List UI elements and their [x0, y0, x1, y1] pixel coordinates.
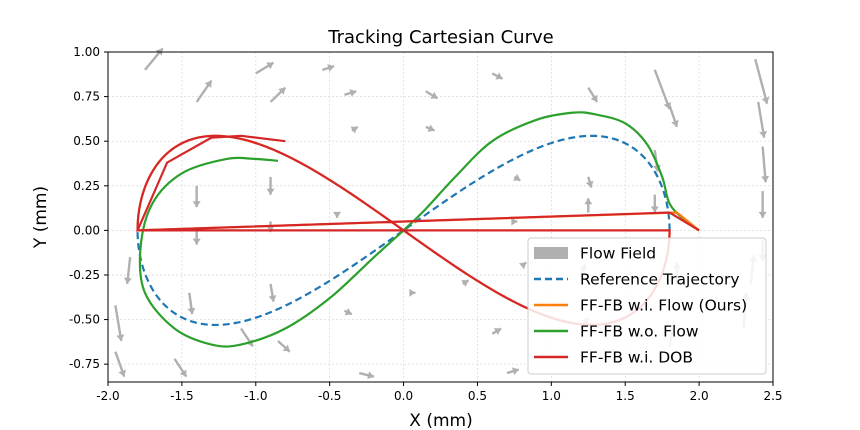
flow-arrow [268, 283, 277, 302]
flow-arrow [192, 230, 201, 245]
y-axis-label: Y (mm) [31, 186, 51, 249]
flow-arrow [761, 146, 770, 183]
x-tick-label: -0.5 [318, 389, 341, 403]
chart-title: Tracking Cartesian Curve [327, 27, 553, 48]
flow-arrow [114, 305, 125, 342]
flow-arrow [425, 124, 436, 132]
flow-arrow [511, 217, 518, 226]
flow-arrow [491, 327, 502, 336]
flow-arrow [425, 90, 439, 100]
x-tick-label: -2.0 [96, 389, 119, 403]
flow-arrow [321, 64, 335, 72]
legend-box [527, 237, 767, 375]
flow-arrow [650, 194, 659, 213]
legend-item: Flow Field [534, 245, 656, 263]
flow-arrow [255, 61, 275, 75]
flow-arrow [192, 185, 201, 208]
y-tick-label: 0.00 [73, 223, 100, 237]
flow-arrow [123, 257, 132, 285]
flow-arrow [585, 176, 594, 188]
x-tick-label: -1.5 [170, 389, 193, 403]
flow-arrow [491, 72, 504, 80]
legend-label: FF-FB w.i. DOB [580, 349, 693, 367]
x-tick-label: 1.5 [616, 389, 635, 403]
legend-label: Flow Field [580, 245, 656, 263]
legend-item: FF-FB w.i. Flow (Ours) [534, 297, 747, 315]
flow-arrow [506, 367, 520, 376]
legend-swatch [534, 247, 568, 259]
y-tick-label: 1.00 [73, 45, 100, 59]
legend-item: FF-FB w.i. DOB [534, 349, 693, 367]
legend-label: FF-FB w.i. Flow (Ours) [580, 297, 747, 315]
y-tick-label: 0.50 [73, 134, 100, 148]
flow-arrow [587, 87, 599, 103]
ff-fb-wo-flow-line [138, 111, 700, 348]
y-tick-label: 0.75 [73, 90, 100, 104]
legend-item: Reference Trajectory [534, 271, 740, 289]
flow-arrow [519, 261, 527, 270]
x-tick-label: -1.0 [244, 389, 267, 403]
reference-trajectory-line [136, 134, 671, 327]
x-axis-label: X (mm) [409, 411, 472, 430]
flow-arrow [266, 176, 275, 195]
y-tick-label: -0.25 [69, 268, 100, 282]
flow-arrow [409, 288, 416, 297]
flow-arrow [358, 371, 375, 380]
x-tick-label: 0.0 [394, 389, 413, 403]
flow-arrow [350, 125, 359, 134]
y-tick-label: -0.50 [69, 313, 100, 327]
y-tick-label: 0.25 [73, 179, 100, 193]
flow-arrow [461, 279, 470, 287]
plot-frame [107, 51, 774, 383]
flow-arrow [668, 105, 679, 128]
legend-label: FF-FB w.o. Flow [580, 323, 699, 341]
flow-arrow [344, 89, 357, 97]
legend: Flow Field Reference Trajectory FF-FB w.i.… [527, 237, 767, 375]
ticks: -2.0 -1.5 -1.0 -0.5 0.0 0.5 1.0 1.5 2.0 2.5 1.00 0.… [69, 45, 783, 403]
flow-arrow [343, 308, 353, 316]
flow-arrow [269, 86, 287, 103]
x-tick-label: 1.0 [542, 389, 561, 403]
flow-arrow [187, 292, 196, 315]
flow-arrow [277, 340, 291, 353]
flow-field [114, 47, 770, 380]
flow-arrow [754, 58, 770, 105]
flow-arrow [758, 191, 767, 218]
flow-arrow [114, 351, 127, 378]
flow-arrow [513, 173, 521, 182]
x-tick-label: 2.5 [763, 389, 782, 403]
flow-arrow [333, 211, 342, 218]
x-tick-label: 2.0 [690, 389, 709, 403]
flow-arrow [584, 198, 593, 213]
flow-arrow [195, 79, 213, 103]
legend-item: FF-FB w.o. Flow [534, 323, 699, 341]
flow-arrow [757, 101, 768, 138]
flow-arrow [173, 358, 188, 378]
y-tick-label: -0.75 [69, 357, 100, 371]
legend-label: Reference Trajectory [580, 271, 740, 289]
x-tick-label: 0.5 [468, 389, 487, 403]
